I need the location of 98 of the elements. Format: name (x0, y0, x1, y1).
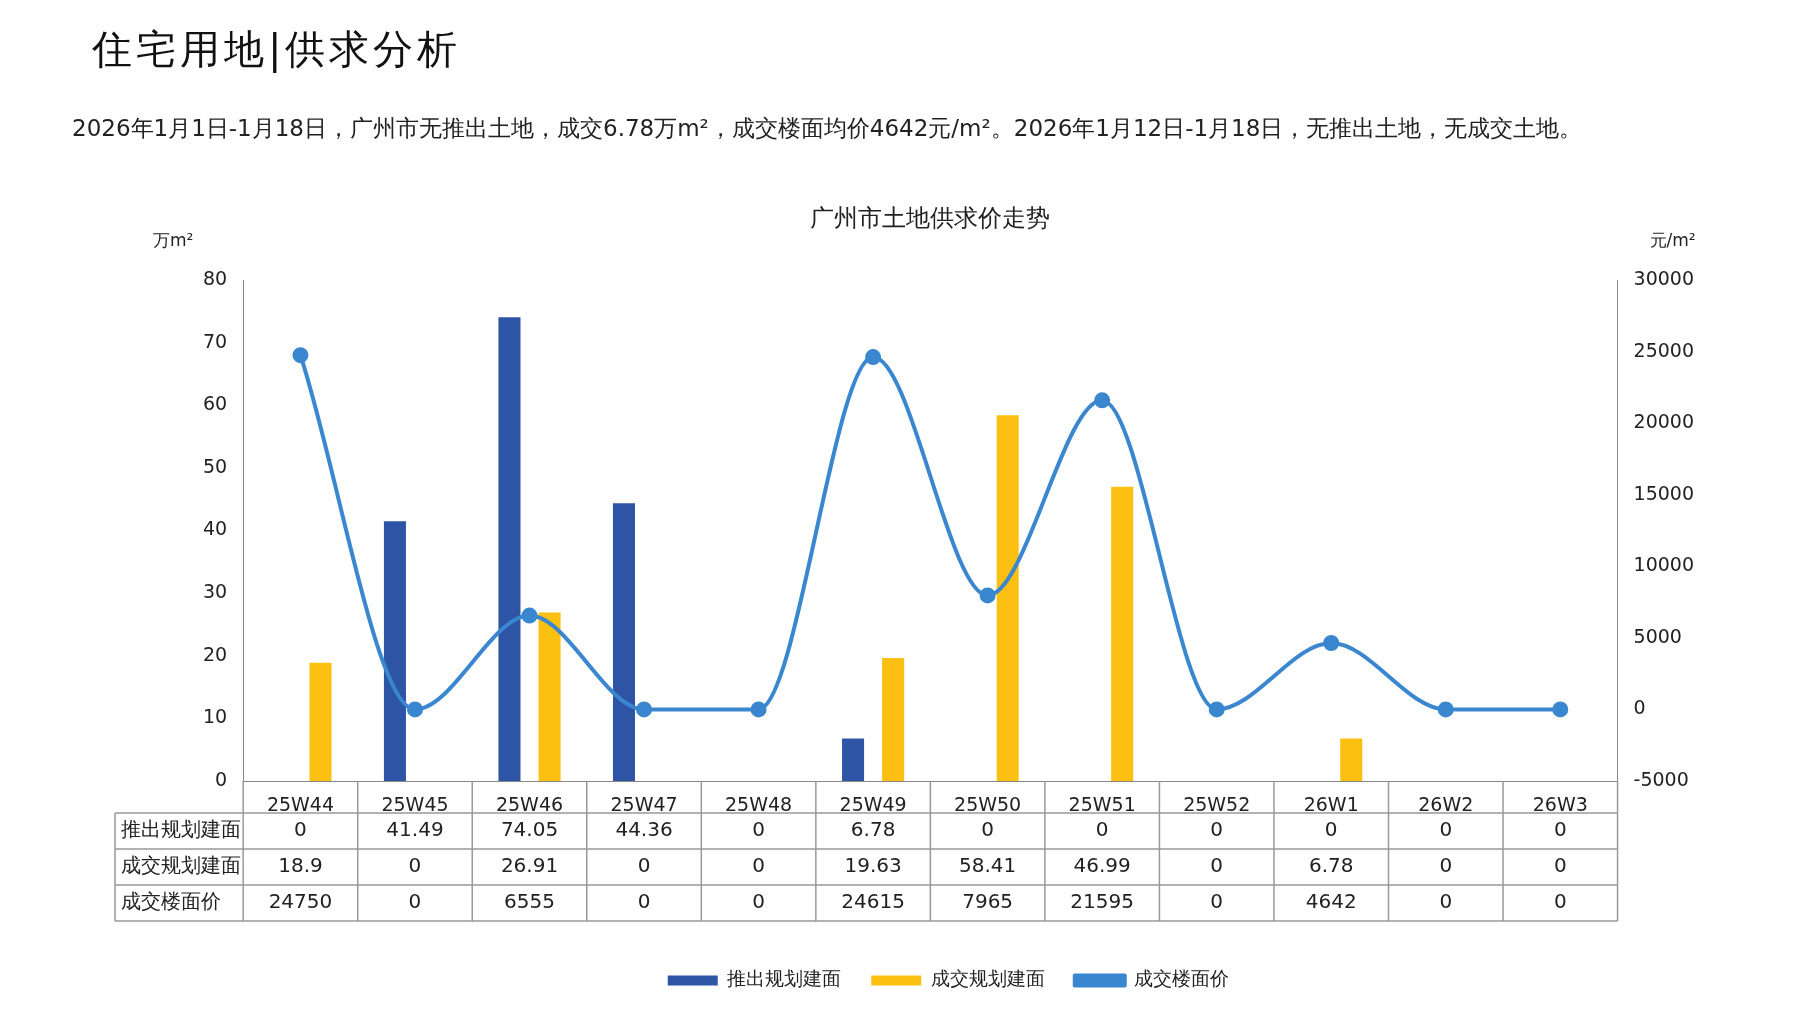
data-label: 0 (408, 853, 422, 878)
y2-tick-label: 25000 (1633, 338, 1695, 361)
data-label: 0 (1439, 889, 1453, 914)
x-tick-label: 26W2 (1418, 793, 1474, 816)
data-label: 0 (752, 889, 765, 914)
data-label: 0 (1439, 853, 1453, 878)
y2-tick-label: 0 (1633, 696, 1646, 719)
data-label: 0 (294, 817, 307, 842)
x-tick-label: 25W51 (1068, 793, 1136, 816)
y-tick-label: 60 (202, 392, 228, 415)
data-label: 0 (752, 817, 765, 842)
point (1094, 392, 1111, 409)
x-tick-label: 25W49 (839, 793, 907, 816)
data-label: 46.99 (1073, 853, 1131, 878)
data-label: 44.36 (615, 817, 673, 842)
data-label: 4642 (1305, 889, 1357, 914)
point (292, 347, 309, 364)
y-axis-title: 万m² (152, 230, 194, 251)
point (406, 701, 423, 718)
data-label: 0 (1095, 817, 1109, 842)
data-label: 19.63 (844, 853, 902, 878)
y-tick-label: 40 (202, 517, 228, 540)
bar (882, 658, 905, 781)
data-label: 21595 (1070, 889, 1134, 914)
x-tick-label: 26W3 (1532, 793, 1588, 816)
point (865, 349, 882, 366)
bar (996, 415, 1019, 781)
y2-tick-label: 20000 (1633, 410, 1695, 433)
bar (842, 738, 865, 781)
bar (538, 612, 561, 781)
x-tick-label: 25W52 (1183, 793, 1251, 816)
x-tick-label: 26W1 (1303, 793, 1359, 816)
data-label: 18.9 (278, 853, 323, 878)
y-tick-label: 0 (215, 767, 228, 790)
data-label: 0 (1210, 889, 1224, 914)
x-tick-label: 25W44 (266, 793, 335, 816)
y2-tick-label: 15000 (1633, 481, 1695, 504)
text: 成交楼面价 (121, 889, 221, 914)
x-tick-label: 25W46 (495, 793, 564, 816)
legend-label: 成交楼面价 (1134, 967, 1230, 990)
point (1323, 634, 1340, 651)
data-label: 24615 (841, 889, 905, 914)
bar (1111, 486, 1134, 781)
point (636, 701, 653, 718)
y2-axis-title: 元/m² (1649, 230, 1696, 251)
data-label: 0 (1553, 853, 1567, 878)
legend-label: 推出规划建面 (727, 967, 842, 990)
y-tick-label: 20 (202, 642, 228, 665)
x-tick-label: 25W48 (725, 793, 793, 816)
bar (498, 317, 521, 781)
data-label: 0 (637, 853, 651, 878)
text: 推出规划建面 (121, 817, 241, 842)
y-tick-label: 80 (202, 266, 228, 289)
data-label: 0 (1210, 853, 1224, 878)
bar (1340, 738, 1363, 781)
data-label: 6.78 (1308, 853, 1354, 878)
data-label: 0 (1553, 817, 1567, 842)
y2-tick-label: -5000 (1633, 767, 1689, 790)
y-tick-label: 30 (202, 580, 228, 603)
data-label: 0 (981, 817, 994, 842)
point (521, 607, 538, 624)
y-tick-label: 10 (202, 705, 228, 728)
data-label: 74.05 (500, 817, 559, 842)
y2-tick-label: 5000 (1633, 624, 1682, 647)
data-label: 0 (1553, 889, 1567, 914)
data-label: 0 (1210, 817, 1224, 842)
text: 成交规划建面 (121, 853, 241, 878)
text: 住宅用地|供求分析 (92, 25, 462, 75)
text: 2026年1月1日-1月18日，广州市无推出土地，成交6.78万m²，成交楼面均价4642元/m²。2026年1月12日-1月18日，无推出土地，无成交土地。 (72, 114, 1584, 143)
y2-tick-label: 30000 (1633, 266, 1695, 289)
x-tick-label: 25W45 (381, 793, 449, 816)
data-label: 0 (1439, 817, 1453, 842)
data-label: 26.91 (500, 853, 559, 878)
bar (612, 503, 636, 781)
point (1208, 701, 1225, 718)
data-label: 58.41 (959, 853, 1017, 878)
data-label: 6555 (504, 889, 555, 914)
point (1552, 701, 1569, 718)
x-tick-label: 25W47 (610, 793, 678, 816)
bar (383, 521, 406, 781)
data-label: 0 (752, 853, 765, 878)
data-label: 41.49 (386, 817, 444, 842)
data-label: 0 (408, 889, 422, 914)
y2-tick-label: 10000 (1633, 553, 1695, 576)
data-label: 0 (637, 889, 651, 914)
data-label: 6.78 (850, 817, 896, 842)
point (750, 701, 767, 718)
data-label: 0 (1324, 817, 1338, 842)
y-tick-label: 50 (202, 454, 228, 477)
y-tick-label: 70 (202, 329, 228, 352)
point (979, 587, 996, 604)
point (1437, 701, 1454, 718)
legend-label: 成交规划建面 (930, 967, 1045, 990)
data-label: 7965 (962, 889, 1014, 914)
chart-title: 广州市土地供求价走势 (810, 204, 1051, 233)
data-label: 24750 (268, 889, 333, 914)
bar (309, 662, 332, 781)
x-tick-label: 25W50 (954, 793, 1022, 816)
